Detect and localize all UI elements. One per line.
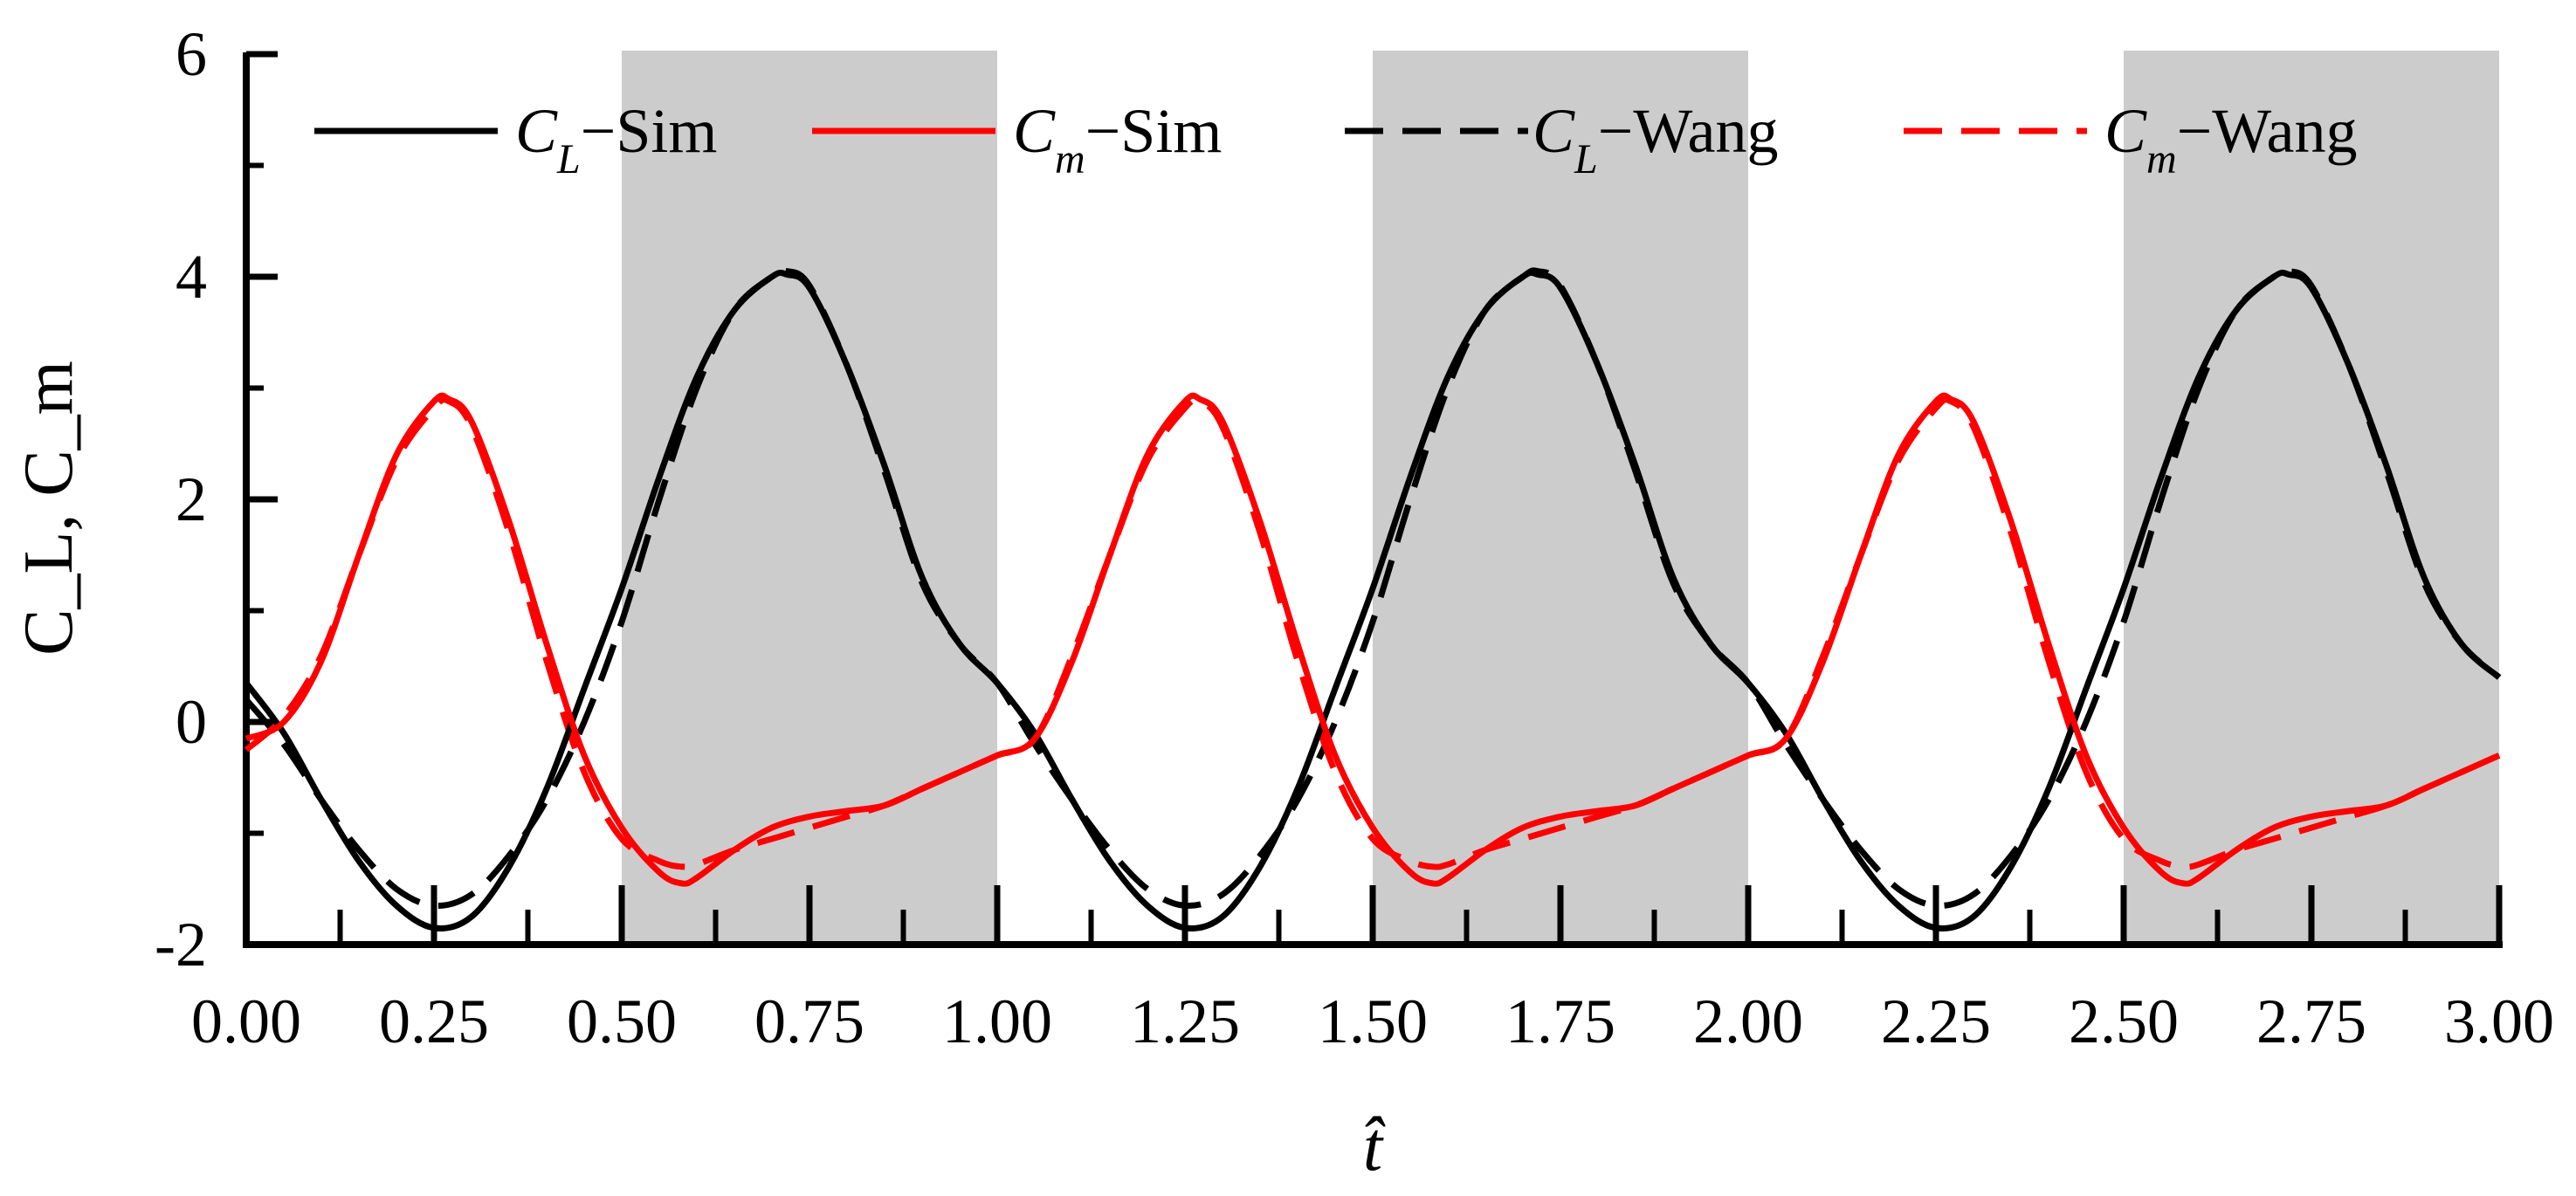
x-tick-label: 3.00 xyxy=(2444,986,2554,1056)
x-tick-label: 2.25 xyxy=(1881,986,1991,1056)
x-tick-label: 1.50 xyxy=(1318,986,1428,1056)
legend-item-c-l-wang: CL−Wang xyxy=(1345,96,1779,182)
legend: CL−Sim Cm−Sim CL−Wang Cm−Wang xyxy=(314,96,2357,182)
x-tick-label: 0.75 xyxy=(754,986,864,1056)
legend-symbol: C xyxy=(2104,96,2147,166)
shaded-region-3 xyxy=(2124,51,2499,945)
legend-subscript: L xyxy=(1574,136,1598,182)
y-tick-label: 6 xyxy=(176,19,207,89)
x-axis-label: t̂ xyxy=(1363,1109,1386,1186)
legend-suffix: −Wang xyxy=(1598,96,1779,166)
axes: -2 0 2 4 6 0.00 0.25 0.50 0.75 1.00 1.25 1.50 1.75 2.… xyxy=(155,19,2554,1056)
x-tick-label: 2.00 xyxy=(1693,986,1803,1056)
legend-item-c-m-sim: Cm−Sim xyxy=(812,96,1222,182)
legend-subscript: L xyxy=(556,136,581,182)
shaded-region-2 xyxy=(1373,51,1748,945)
legend-suffix: −Sim xyxy=(1085,96,1223,166)
axis-labels: t̂ C_L, C_m xyxy=(10,361,1386,1186)
legend-symbol: C xyxy=(1013,96,1056,166)
y-tick-label: 0 xyxy=(176,687,207,757)
series-line-c-m-wang xyxy=(244,396,2501,870)
x-tick-label: 2.50 xyxy=(2069,986,2179,1056)
series-line-c-m-sim xyxy=(245,392,2501,887)
legend-label: Cm−Wang xyxy=(2104,96,2357,182)
legend-label: Cm−Sim xyxy=(1013,96,1222,182)
x-tick-label: 0.25 xyxy=(379,986,489,1056)
legend-item-c-l-sim: CL−Sim xyxy=(314,96,717,182)
legend-subscript: m xyxy=(1055,136,1085,182)
x-tick-label: 0.00 xyxy=(191,986,301,1056)
legend-label: CL−Wang xyxy=(1533,96,1779,182)
shaded-regions xyxy=(622,51,2499,945)
x-tick-label: 1.00 xyxy=(942,986,1052,1056)
legend-symbol: C xyxy=(1533,96,1575,166)
x-tick-label: 0.50 xyxy=(567,986,677,1056)
series-line-c-l-sim xyxy=(244,269,2502,931)
y-tick-label: 4 xyxy=(176,242,207,312)
legend-suffix: −Sim xyxy=(581,96,718,166)
legend-subscript: m xyxy=(2146,136,2177,182)
legend-item-c-m-wang: Cm−Wang xyxy=(1904,96,2357,182)
shaded-region-1 xyxy=(622,51,997,945)
x-tick-label: 2.75 xyxy=(2256,986,2366,1056)
series-group xyxy=(244,267,2502,931)
y-tick-label: -2 xyxy=(155,910,207,979)
legend-suffix: −Wang xyxy=(2177,96,2358,166)
legend-label: CL−Sim xyxy=(515,96,717,182)
y-tick-label: 2 xyxy=(176,464,207,534)
x-tick-label: 1.25 xyxy=(1130,986,1240,1056)
series-line-c-l-wang xyxy=(244,267,2502,910)
y-axis-label: C_L, C_m xyxy=(10,361,87,656)
x-tick-label: 1.75 xyxy=(1505,986,1615,1056)
legend-symbol: C xyxy=(515,96,558,166)
